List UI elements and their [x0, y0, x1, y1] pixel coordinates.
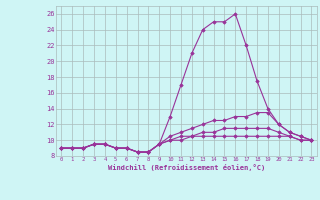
- X-axis label: Windchill (Refroidissement éolien,°C): Windchill (Refroidissement éolien,°C): [108, 164, 265, 171]
